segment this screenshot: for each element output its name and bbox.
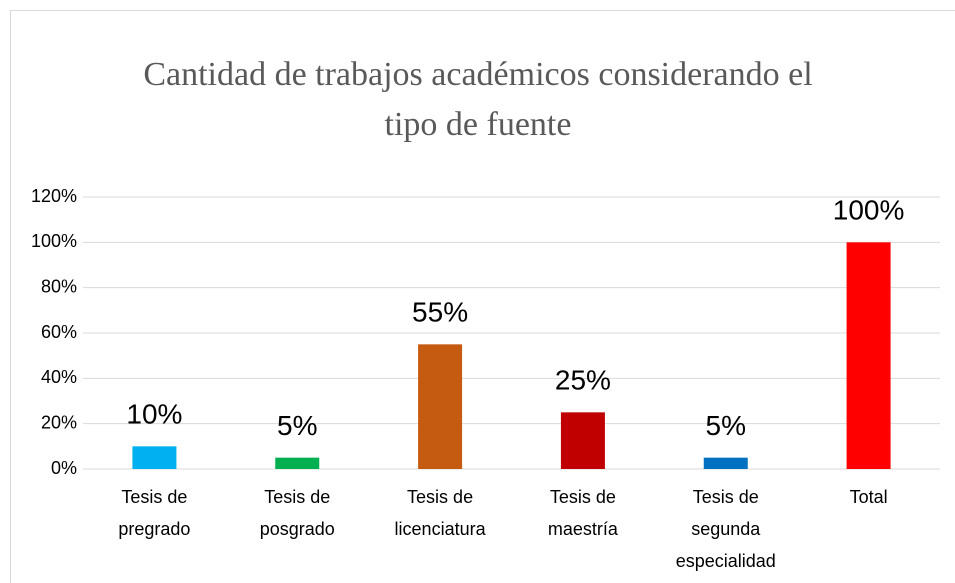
data-label: 10%: [126, 399, 182, 430]
y-tick-label: 80%: [41, 276, 77, 296]
bar: [846, 242, 891, 469]
data-label: 55%: [412, 297, 468, 328]
y-tick-label: 0%: [51, 458, 77, 478]
chart-border: [10, 10, 955, 583]
bar: [703, 457, 748, 469]
bar: [560, 412, 605, 469]
x-tick-label: Total: [850, 487, 888, 507]
chart-title: tipo de fuente: [385, 106, 572, 143]
bar: [275, 457, 320, 469]
y-tick-label: 40%: [41, 367, 77, 387]
y-tick-label: 20%: [41, 412, 77, 432]
x-tick-label: Tesis de segunda especialidad: [676, 487, 776, 571]
data-label: 5%: [706, 410, 746, 441]
bar: [132, 446, 177, 469]
y-tick-label: 100%: [31, 231, 77, 251]
y-tick-label: 120%: [31, 186, 77, 206]
x-tick-label: Tesis de pregrado: [118, 487, 190, 539]
x-tick-label: Tesis de maestría: [548, 487, 619, 539]
x-tick-label: Tesis de licenciatura: [395, 487, 487, 539]
chart-title: Cantidad de trabajos académicos consider…: [143, 56, 812, 93]
data-label: 5%: [277, 410, 317, 441]
x-tick-label: Tesis de posgrado: [260, 487, 335, 539]
data-label: 25%: [555, 365, 611, 396]
bar: [418, 344, 463, 469]
y-tick-label: 60%: [41, 322, 77, 342]
data-label: 100%: [833, 195, 905, 226]
